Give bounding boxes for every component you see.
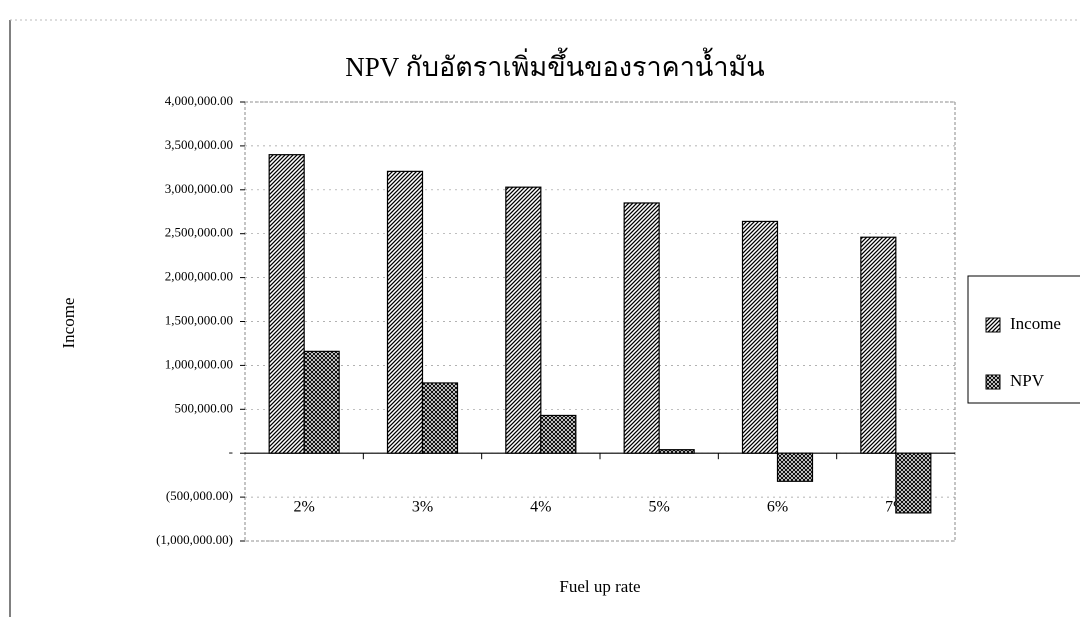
bar bbox=[860, 236, 897, 454]
x-tick-label: 4% bbox=[530, 499, 551, 516]
bar bbox=[895, 452, 932, 514]
y-tick-label: 2,000,000.00 bbox=[165, 269, 233, 284]
legend-swatch bbox=[985, 374, 1001, 390]
bar bbox=[741, 220, 779, 454]
y-tick-label: 3,000,000.00 bbox=[165, 181, 233, 196]
bar bbox=[623, 202, 660, 454]
legend-label: NPV bbox=[1010, 371, 1045, 390]
legend-box bbox=[967, 275, 1080, 404]
legend-label: Income bbox=[1010, 314, 1061, 333]
bar bbox=[540, 414, 577, 454]
x-tick-label: 6% bbox=[767, 499, 788, 516]
y-tick-label: 1,500,000.00 bbox=[165, 312, 233, 327]
legend-swatch bbox=[985, 317, 1001, 333]
bar bbox=[421, 382, 459, 454]
bar bbox=[776, 452, 814, 482]
y-tick-label: 3,500,000.00 bbox=[165, 137, 233, 152]
y-tick-label: (1,000,000.00) bbox=[156, 532, 233, 547]
y-tick-label: 500,000.00 bbox=[175, 400, 234, 415]
y-axis-title: Income bbox=[59, 298, 78, 349]
chart-title: NPV กับอัตราเพิ่มขึ้นของราคาน้ำมัน bbox=[345, 47, 765, 82]
bar bbox=[386, 170, 424, 454]
y-tick-label: 1,000,000.00 bbox=[165, 356, 233, 371]
x-tick-label: 3% bbox=[412, 499, 433, 516]
x-axis-title: Fuel up rate bbox=[559, 577, 640, 596]
x-tick-label: 5% bbox=[649, 499, 670, 516]
bar bbox=[303, 350, 340, 454]
bar bbox=[658, 449, 695, 454]
y-tick-label: 4,000,000.00 bbox=[165, 93, 233, 108]
bar bbox=[268, 154, 305, 454]
y-tick-label: (500,000.00) bbox=[166, 488, 233, 503]
y-tick-label: - bbox=[229, 444, 233, 459]
x-tick-label: 2% bbox=[294, 499, 315, 516]
bar bbox=[505, 186, 542, 454]
y-tick-label: 2,500,000.00 bbox=[165, 225, 233, 240]
